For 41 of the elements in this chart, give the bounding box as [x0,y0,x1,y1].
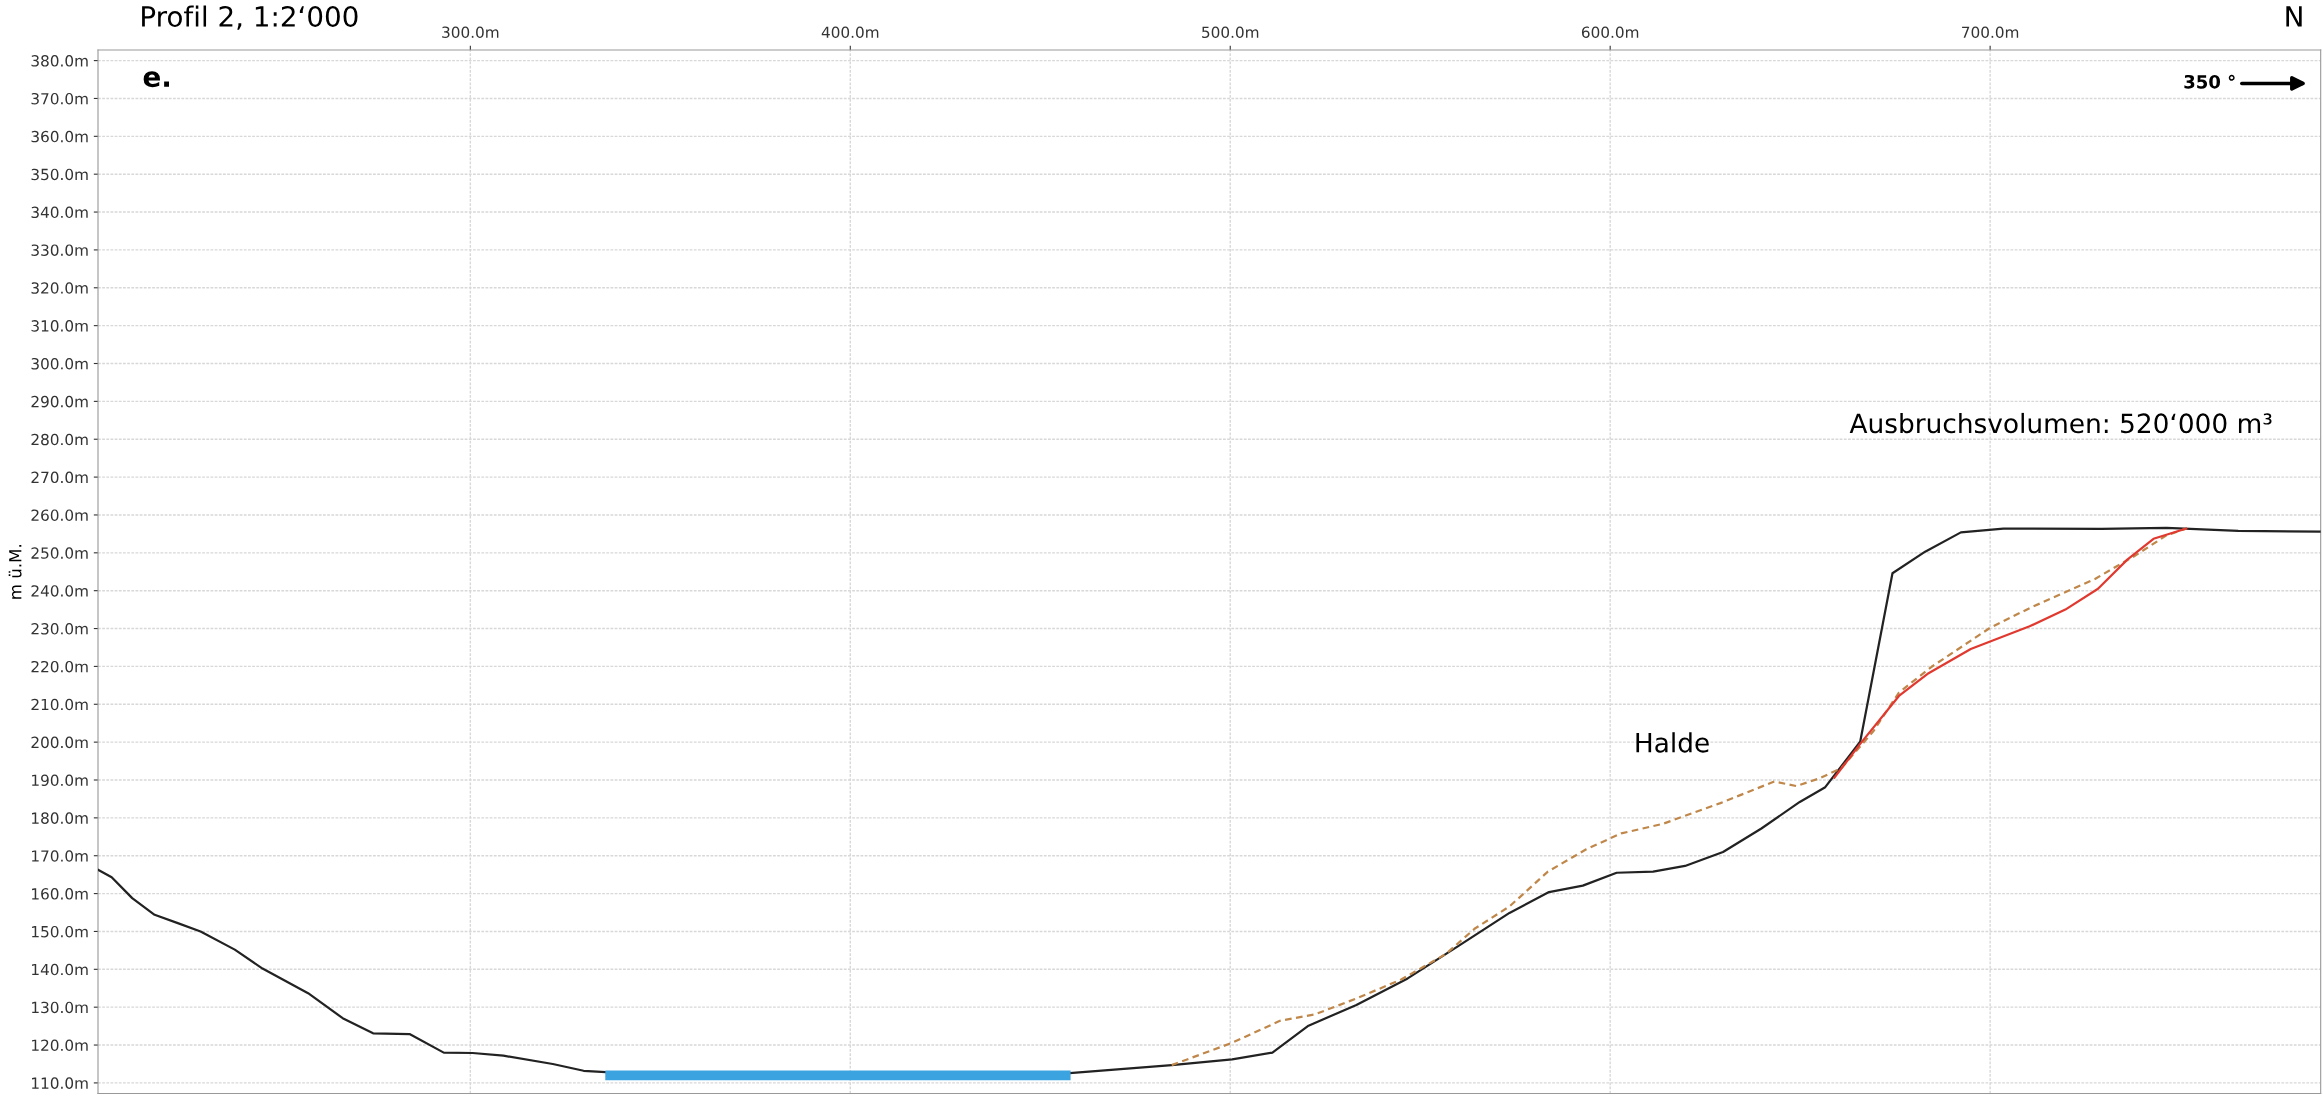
y-tick-label: 140.0m [32,963,88,976]
y-tick-label: 180.0m [32,812,88,824]
y-tick-label: 320.0m [31,282,88,294]
y-tick-label: 110.0m [32,1077,88,1089]
y-tick-label: 250.0m [31,547,88,559]
text: N [2286,6,2302,27]
x-tick-label: 500.0m [1202,26,1259,39]
y-tick-label: 280.0m [31,433,88,446]
y-tick-label: 120.0m [32,1039,88,1052]
y-tick-label: 300.0m [31,357,88,370]
y-tick-label: 310.0m [31,320,88,332]
annotation: Ausbruchsvolumen: 520‘000 m³ [1849,412,2272,434]
x-tick-label: 300.0m [442,26,499,39]
y-tick-label: 260.0m [31,509,88,521]
annotation: e. [143,71,170,88]
y-tick-label: 370.0m [31,92,88,105]
y-tick-label: 160.0m [32,888,88,900]
y-tick-label: 230.0m [31,623,88,635]
annotation: Halde [1636,732,1709,753]
x-tick-label: 700.0m [1962,26,2019,39]
y-tick-label: 150.0m [32,925,88,938]
y-tick-label: 270.0m [31,471,88,484]
annotation: 350 ° [2184,74,2235,89]
chart-title: Profil 2, 1:2‘000 [142,5,358,30]
y-tick-label: 170.0m [32,850,88,862]
y-tick-label: 210.0m [31,698,88,711]
y-tick-label: 360.0m [31,130,88,143]
y-tick-label: 350.0m [31,168,88,181]
x-tick-label: 600.0m [1581,26,1639,39]
y-tick-label: 200.0m [31,736,88,749]
y-tick-label: 330.0m [31,244,88,256]
y-tick-label: 240.0m [31,585,88,597]
y-tick-label: 340.0m [31,206,88,219]
y-tick-label: 190.0m [32,774,88,787]
y-tick-label: 290.0m [31,395,88,408]
y-axis-title: m ü.M. [8,545,22,599]
line-series [1833,527,2188,779]
y-tick-label: 220.0m [31,660,88,673]
y-tick-label: 130.0m [32,1001,88,1014]
y-tick-label: 380.0m [31,55,88,67]
x-tick-label: 400.0m [821,26,879,39]
